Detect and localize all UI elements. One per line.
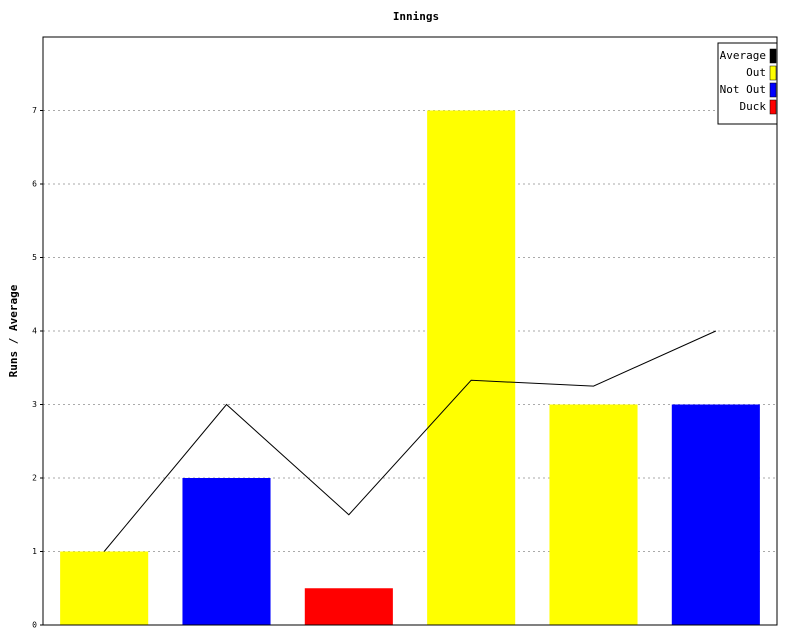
legend-label: Not Out — [720, 83, 766, 96]
legend-swatch — [769, 48, 777, 64]
y-tick-label: 3 — [32, 400, 37, 409]
bar — [60, 551, 149, 625]
legend-label: Duck — [740, 100, 767, 113]
y-tick-label: 2 — [32, 474, 37, 483]
legend-box — [717, 42, 778, 125]
bar — [182, 478, 271, 625]
y-axis-label: Runs / Average — [7, 284, 20, 377]
y-tick-label: 0 — [32, 621, 37, 630]
y-tick-label: 1 — [32, 547, 37, 556]
bar — [549, 404, 638, 625]
plot-frame — [42, 36, 778, 626]
legend-label: Out — [746, 66, 766, 79]
y-tick-label: 6 — [32, 180, 37, 189]
legend-swatch — [769, 82, 777, 98]
line-series — [103, 330, 717, 552]
bar — [427, 110, 516, 625]
chart-title: Innings — [393, 10, 439, 23]
y-tick-label: 5 — [32, 253, 37, 262]
bar — [671, 404, 760, 625]
legend-swatch — [769, 65, 777, 81]
legend-label: Average — [720, 49, 766, 62]
bar — [304, 588, 393, 625]
y-tick-label: 4 — [32, 327, 37, 336]
legend-swatch — [769, 99, 777, 115]
y-tick-label: 7 — [32, 106, 37, 115]
